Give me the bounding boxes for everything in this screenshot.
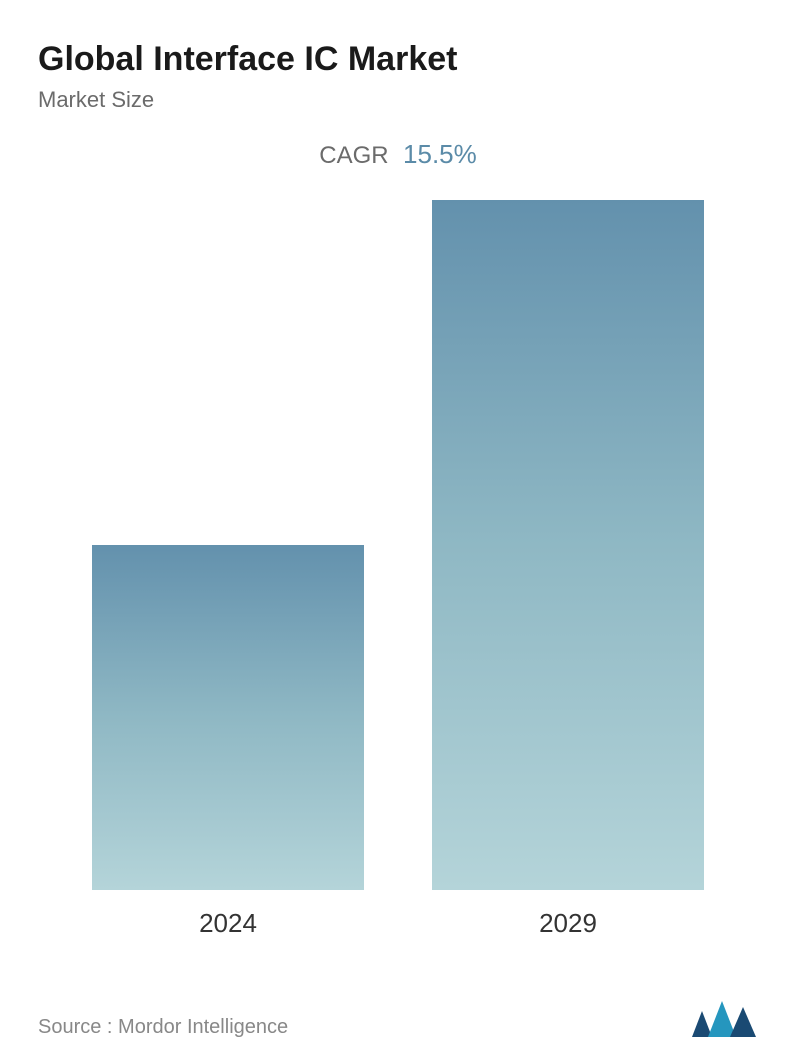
chart-title: Global Interface IC Market <box>38 40 758 79</box>
chart-area: 2024 2029 <box>38 200 758 949</box>
brand-logo <box>690 999 758 1039</box>
bar-label-1: 2029 <box>539 908 597 939</box>
bar-group-0: 2024 <box>92 545 364 939</box>
footer: Source : Mordor Intelligence <box>38 949 758 1045</box>
chart-subtitle: Market Size <box>38 87 758 113</box>
bar-1 <box>432 200 704 890</box>
bar-0 <box>92 545 364 890</box>
cagr-value: 15.5% <box>403 139 477 169</box>
source-text: Source : Mordor Intelligence <box>38 1016 288 1039</box>
cagr-label: CAGR <box>319 142 388 169</box>
cagr-row: CAGR 15.5% <box>38 139 758 170</box>
logo-icon <box>690 999 758 1039</box>
bar-group-1: 2029 <box>432 200 704 939</box>
bar-label-0: 2024 <box>199 908 257 939</box>
